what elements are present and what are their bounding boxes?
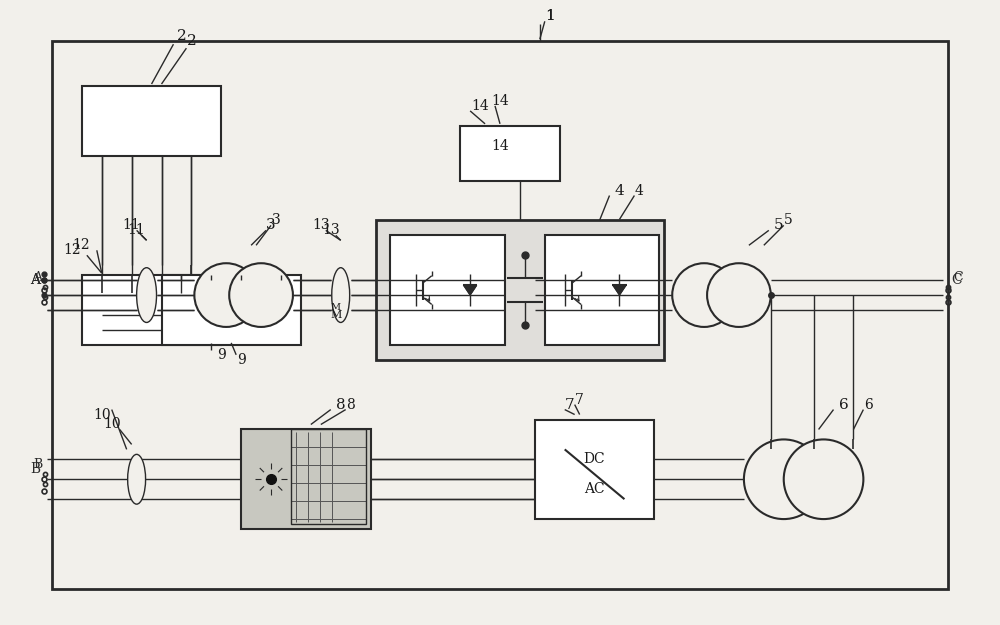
Text: 3: 3 — [272, 213, 280, 228]
Text: DC: DC — [584, 452, 605, 466]
Bar — [535, 419, 654, 519]
Text: 2: 2 — [177, 29, 186, 43]
Text: B: B — [33, 458, 42, 471]
Bar — [241, 429, 371, 529]
Ellipse shape — [128, 454, 146, 504]
Text: M: M — [330, 310, 341, 320]
Bar — [390, 236, 505, 345]
Text: 3: 3 — [266, 218, 276, 232]
Text: 13: 13 — [312, 218, 330, 232]
Circle shape — [784, 439, 863, 519]
Text: B: B — [30, 462, 40, 476]
Circle shape — [707, 263, 771, 327]
Text: 10: 10 — [93, 408, 111, 421]
Circle shape — [672, 263, 736, 327]
Bar — [460, 126, 560, 181]
Text: 9: 9 — [237, 352, 246, 367]
Text: 6: 6 — [864, 398, 873, 412]
Text: A: A — [33, 271, 42, 284]
Text: 2: 2 — [187, 34, 196, 48]
Bar — [291, 429, 366, 524]
Ellipse shape — [332, 268, 350, 322]
Bar — [376, 221, 664, 360]
Text: C: C — [951, 273, 962, 287]
Text: 10: 10 — [103, 418, 121, 431]
Circle shape — [744, 439, 824, 519]
Text: A: A — [30, 273, 40, 287]
Text: 4: 4 — [615, 184, 624, 198]
Polygon shape — [464, 286, 477, 295]
Polygon shape — [613, 286, 626, 295]
Text: 12: 12 — [63, 243, 81, 258]
Circle shape — [194, 263, 258, 327]
Bar — [82, 275, 221, 345]
Text: 4: 4 — [635, 184, 644, 198]
Text: 8: 8 — [336, 398, 346, 412]
Text: 12: 12 — [72, 238, 90, 252]
Text: 1: 1 — [545, 9, 555, 23]
Text: M: M — [331, 302, 341, 311]
Text: 14: 14 — [471, 99, 489, 113]
Text: 8: 8 — [346, 398, 355, 412]
Text: 9: 9 — [217, 348, 226, 362]
Text: AC: AC — [584, 482, 605, 496]
Bar — [82, 86, 221, 156]
Text: 1: 1 — [545, 9, 555, 23]
Text: 5: 5 — [774, 218, 784, 232]
Text: 7: 7 — [575, 392, 584, 407]
Text: 7: 7 — [565, 398, 575, 412]
Text: 14: 14 — [491, 139, 509, 152]
Bar — [162, 275, 301, 345]
Text: 14: 14 — [491, 94, 509, 108]
Text: 11: 11 — [123, 218, 141, 232]
Bar — [545, 236, 659, 345]
Bar — [52, 41, 948, 589]
Text: A: A — [30, 273, 40, 287]
Text: 5: 5 — [784, 213, 793, 228]
Ellipse shape — [137, 268, 157, 322]
Text: C: C — [953, 271, 963, 284]
Text: 13: 13 — [322, 223, 340, 238]
Text: 11: 11 — [128, 223, 145, 238]
Circle shape — [229, 263, 293, 327]
Text: 6: 6 — [839, 398, 848, 412]
